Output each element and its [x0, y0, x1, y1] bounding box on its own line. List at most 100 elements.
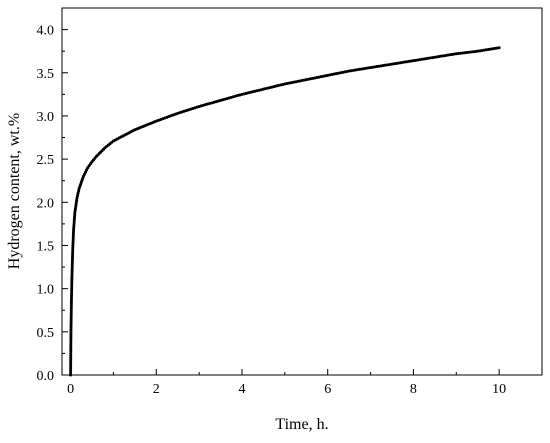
data-point	[71, 241, 75, 245]
data-point	[70, 280, 74, 284]
y-tick-label: 2.5	[37, 153, 55, 168]
data-point	[72, 228, 76, 232]
data-point	[71, 235, 75, 239]
data-point	[73, 215, 77, 219]
data-point	[69, 336, 73, 340]
data-point	[72, 224, 76, 228]
data-point	[69, 319, 73, 323]
data-point	[69, 351, 73, 355]
data-point	[70, 269, 74, 273]
x-tick-label: 0	[67, 382, 74, 397]
y-tick-label: 4.0	[37, 24, 55, 39]
data-point	[71, 230, 75, 234]
data-point	[71, 232, 75, 236]
data-point	[70, 259, 74, 263]
data-point	[76, 191, 80, 195]
data-point	[71, 243, 75, 247]
data-point	[70, 265, 74, 269]
data-point	[70, 261, 74, 265]
data-point	[69, 349, 73, 353]
data-point	[70, 267, 74, 271]
data-point	[69, 356, 73, 360]
data-point	[69, 360, 73, 364]
data-point	[71, 250, 75, 254]
data-point	[69, 302, 73, 306]
data-point	[497, 46, 501, 50]
plot-frame	[61, 7, 543, 376]
data-point	[72, 226, 76, 230]
y-axis-ticks: 0.0 0.5 1.0 1.5 2.0 2.5 3.0 3.5 4.0	[37, 24, 68, 384]
data-point	[69, 310, 73, 314]
data-point	[69, 300, 73, 304]
data-point	[69, 369, 73, 373]
data-point	[71, 254, 75, 258]
data-point	[76, 194, 80, 198]
data-point	[70, 282, 74, 286]
series-line-0	[69, 46, 501, 377]
data-point	[70, 263, 74, 267]
data-point	[69, 347, 73, 351]
data-point	[70, 272, 74, 276]
data-point	[75, 196, 79, 200]
data-point	[71, 246, 75, 250]
data-point	[70, 295, 74, 299]
y-tick-label: 2.0	[37, 196, 55, 211]
data-point	[69, 321, 73, 325]
y-tick-label: 1.0	[37, 283, 55, 298]
data-point	[71, 252, 75, 256]
data-point	[69, 323, 73, 327]
data-point	[70, 278, 74, 282]
data-point	[70, 289, 74, 293]
series-layer	[69, 46, 501, 377]
x-axis-label: Time, h.	[275, 416, 328, 433]
y-tick-label: 3.0	[37, 110, 55, 125]
x-tick-label: 4	[239, 382, 246, 397]
x-tick-label: 2	[153, 382, 160, 397]
data-point	[69, 371, 73, 375]
data-point	[72, 217, 76, 221]
data-point	[73, 213, 77, 217]
data-point	[77, 189, 81, 193]
data-point	[69, 304, 73, 308]
data-point	[70, 284, 74, 288]
x-tick-label: 6	[324, 382, 331, 397]
data-point	[72, 221, 76, 225]
data-point	[70, 256, 74, 260]
data-point	[69, 334, 73, 338]
data-point	[71, 248, 75, 252]
data-point	[69, 332, 73, 336]
y-tick-label: 0.5	[37, 326, 55, 341]
data-point	[70, 291, 74, 295]
data-point	[69, 338, 73, 342]
data-point	[69, 330, 73, 334]
data-point	[69, 345, 73, 349]
data-point	[69, 306, 73, 310]
data-point	[69, 317, 73, 321]
data-point	[71, 237, 75, 241]
y-tick-label: 3.5	[37, 67, 55, 82]
data-point	[69, 297, 73, 301]
y-axis-label: Hydrogen content, wt.%	[6, 113, 23, 269]
data-point	[69, 341, 73, 345]
data-point	[69, 308, 73, 312]
data-point	[69, 354, 73, 358]
y-tick-label: 1.5	[37, 239, 55, 254]
data-point	[70, 276, 74, 280]
data-point	[70, 274, 74, 278]
x-axis-ticks: 0 2 4 6 8 10	[67, 369, 506, 397]
data-point	[69, 373, 73, 377]
data-point	[69, 343, 73, 347]
data-point	[69, 328, 73, 332]
x-tick-label: 8	[410, 382, 417, 397]
data-point	[69, 326, 73, 330]
data-point	[69, 364, 73, 368]
data-point	[69, 358, 73, 362]
data-point	[70, 293, 74, 297]
data-point	[69, 362, 73, 366]
data-point	[69, 315, 73, 319]
data-point	[72, 219, 76, 223]
x-tick-label: 10	[492, 382, 506, 397]
data-point	[71, 239, 75, 243]
